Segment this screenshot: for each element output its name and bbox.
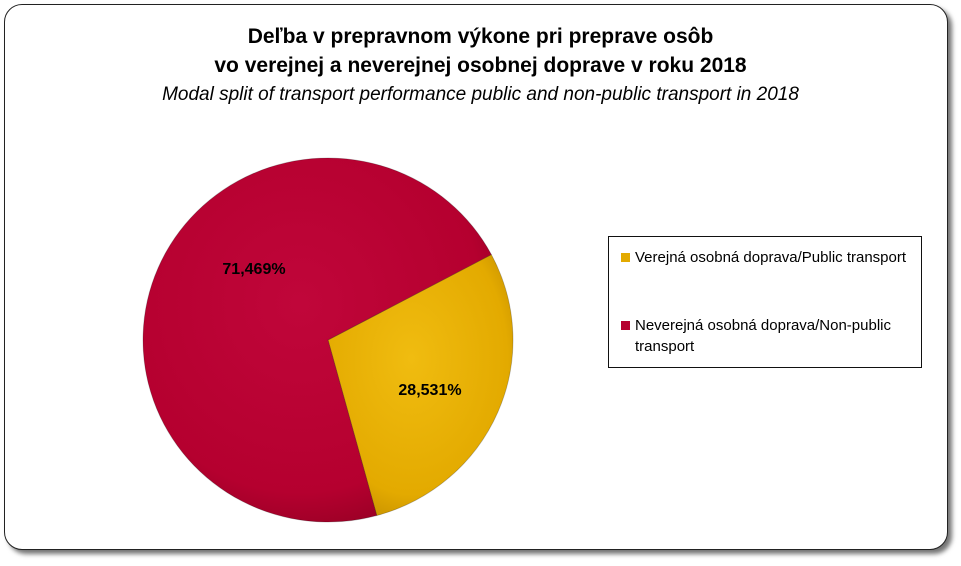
pie-slice-non-public — [142, 157, 492, 523]
slice-label-non-public: 71,469% — [222, 261, 285, 278]
legend-swatch-public — [621, 253, 630, 262]
legend-swatch-non-public — [621, 321, 630, 330]
chart-title-line1: Deľba v prepravnom výkone pri preprave o… — [247, 25, 714, 48]
legend-label-non-public: Neverejná osobná doprava/Non-public tran… — [635, 317, 891, 355]
legend-item-public: Verejná osobná doprava/Public transport — [619, 247, 909, 268]
chart-title: Deľba v prepravnom výkone pri preprave o… — [0, 22, 961, 80]
legend-item-non-public: Neverejná osobná doprava/Non-public tran… — [619, 315, 909, 357]
chart-title-line2: vo verejnej a neverejnej osobnej doprave… — [214, 54, 747, 77]
legend-label-public: Verejná osobná doprava/Public transport — [635, 249, 907, 266]
chart-subtitle: Modal split of transport performance pub… — [162, 84, 799, 105]
slice-label-public: 28,531% — [398, 382, 461, 399]
legend: Verejná osobná doprava/Public transport … — [608, 236, 922, 368]
pie-slice-public — [327, 254, 514, 517]
